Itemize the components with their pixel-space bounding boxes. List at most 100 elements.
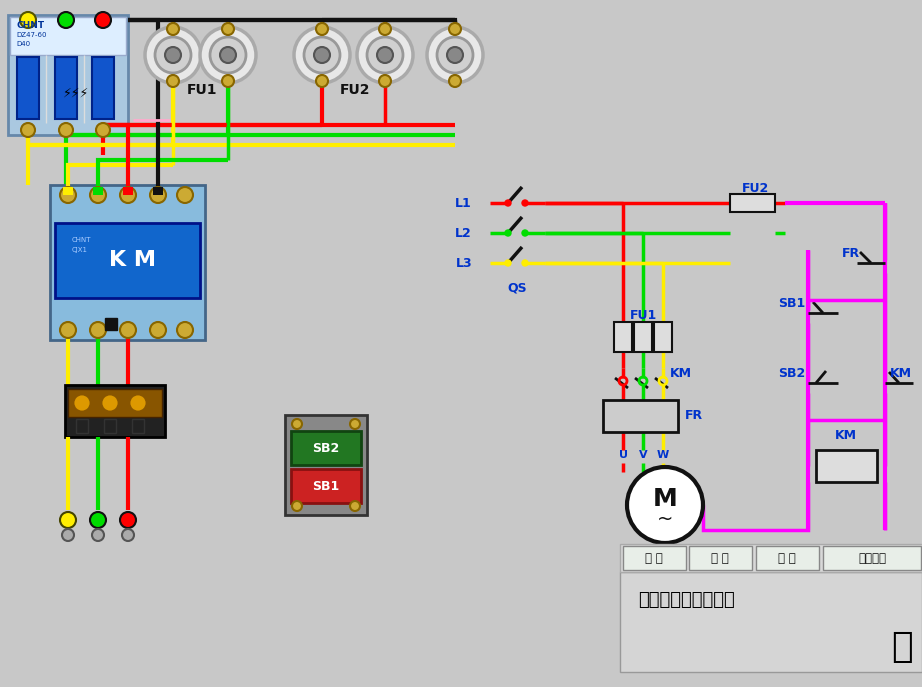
Circle shape (120, 512, 136, 528)
Circle shape (92, 529, 104, 541)
Circle shape (367, 37, 403, 73)
Circle shape (120, 322, 136, 338)
Bar (104, 419, 116, 433)
Text: V: V (639, 450, 647, 460)
Circle shape (73, 394, 91, 412)
Bar (50, 185, 205, 340)
Circle shape (357, 27, 413, 83)
Circle shape (316, 23, 328, 35)
Bar (55, 57, 77, 119)
Bar (132, 419, 144, 433)
Bar (291, 469, 361, 503)
Circle shape (627, 467, 703, 543)
Text: 保 存: 保 存 (711, 552, 729, 565)
Text: L2: L2 (455, 227, 472, 240)
Circle shape (437, 37, 473, 73)
Text: CJX1: CJX1 (72, 247, 88, 253)
Bar (634, 322, 652, 352)
Text: SB1: SB1 (313, 480, 339, 493)
Circle shape (350, 501, 360, 511)
Bar (123, 187, 133, 195)
Text: ~: ~ (656, 510, 673, 528)
Bar (285, 415, 367, 515)
Circle shape (222, 23, 234, 35)
Text: U: U (619, 450, 628, 460)
Circle shape (447, 47, 463, 63)
Bar (68, 389, 162, 417)
Circle shape (379, 75, 391, 87)
Bar (823, 546, 921, 570)
Circle shape (210, 37, 246, 73)
Circle shape (177, 322, 193, 338)
Bar (153, 187, 163, 195)
Bar (10, 17, 126, 55)
Circle shape (314, 47, 330, 63)
Circle shape (120, 187, 136, 203)
Text: L3: L3 (455, 256, 472, 269)
Circle shape (90, 187, 106, 203)
Circle shape (292, 419, 302, 429)
Circle shape (522, 260, 528, 266)
Text: FU1: FU1 (630, 308, 656, 322)
Text: SB2: SB2 (778, 366, 805, 379)
Circle shape (449, 23, 461, 35)
Circle shape (522, 230, 528, 236)
Bar (603, 400, 678, 432)
Bar (816, 450, 877, 482)
Circle shape (101, 394, 119, 412)
Bar (291, 431, 361, 465)
Text: FR: FR (685, 409, 703, 422)
Circle shape (90, 322, 106, 338)
Circle shape (316, 75, 328, 87)
Text: KM: KM (670, 366, 692, 379)
Circle shape (20, 12, 36, 28)
Text: KM: KM (890, 366, 912, 379)
Circle shape (220, 47, 236, 63)
Circle shape (177, 187, 193, 203)
Bar (93, 187, 103, 195)
Circle shape (155, 37, 191, 73)
Circle shape (294, 27, 350, 83)
Text: CHNT: CHNT (16, 21, 44, 30)
Bar (756, 546, 819, 570)
Bar (620, 572, 922, 672)
Bar (105, 318, 117, 330)
Circle shape (59, 123, 73, 137)
Circle shape (505, 260, 511, 266)
Circle shape (58, 12, 74, 28)
Bar (730, 194, 775, 212)
Bar (17, 57, 39, 119)
Circle shape (200, 27, 256, 83)
Circle shape (377, 47, 393, 63)
Circle shape (145, 27, 201, 83)
Circle shape (129, 394, 147, 412)
Circle shape (60, 187, 76, 203)
Bar (55, 223, 200, 298)
Circle shape (222, 75, 234, 87)
Circle shape (150, 187, 166, 203)
Text: DZ47-60: DZ47-60 (16, 32, 46, 38)
Bar (614, 322, 632, 352)
Text: ⚡⚡⚡: ⚡⚡⚡ (63, 87, 89, 100)
Text: FU2: FU2 (339, 83, 371, 97)
Text: KM: KM (835, 429, 857, 442)
Bar (63, 187, 73, 195)
Circle shape (427, 27, 483, 83)
Circle shape (21, 123, 35, 137)
Text: D40: D40 (16, 41, 30, 47)
Text: 答 案: 答 案 (778, 552, 796, 565)
Circle shape (62, 529, 74, 541)
Circle shape (96, 123, 110, 137)
Text: M: M (653, 487, 678, 511)
Circle shape (122, 529, 134, 541)
Bar (92, 57, 114, 119)
Text: W: W (656, 450, 669, 460)
Text: SB1: SB1 (778, 297, 805, 310)
Bar (623, 546, 686, 570)
Text: 打 开: 打 开 (645, 552, 663, 565)
Circle shape (292, 501, 302, 511)
Circle shape (60, 512, 76, 528)
Text: FR: FR (842, 247, 860, 260)
Bar (8, 15, 128, 135)
Circle shape (150, 322, 166, 338)
